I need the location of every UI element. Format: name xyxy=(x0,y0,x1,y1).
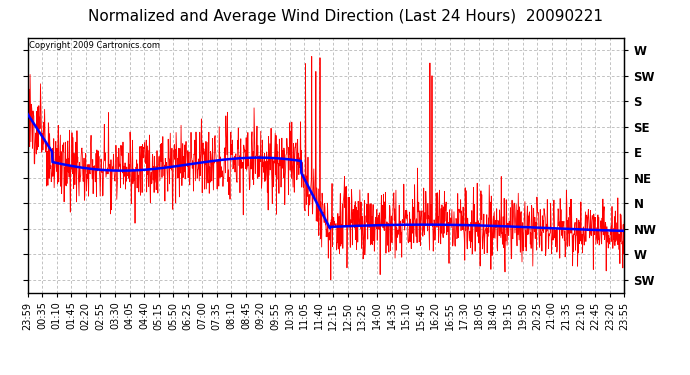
Text: Normalized and Average Wind Direction (Last 24 Hours)  20090221: Normalized and Average Wind Direction (L… xyxy=(88,9,602,24)
Text: Copyright 2009 Cartronics.com: Copyright 2009 Cartronics.com xyxy=(29,41,160,50)
